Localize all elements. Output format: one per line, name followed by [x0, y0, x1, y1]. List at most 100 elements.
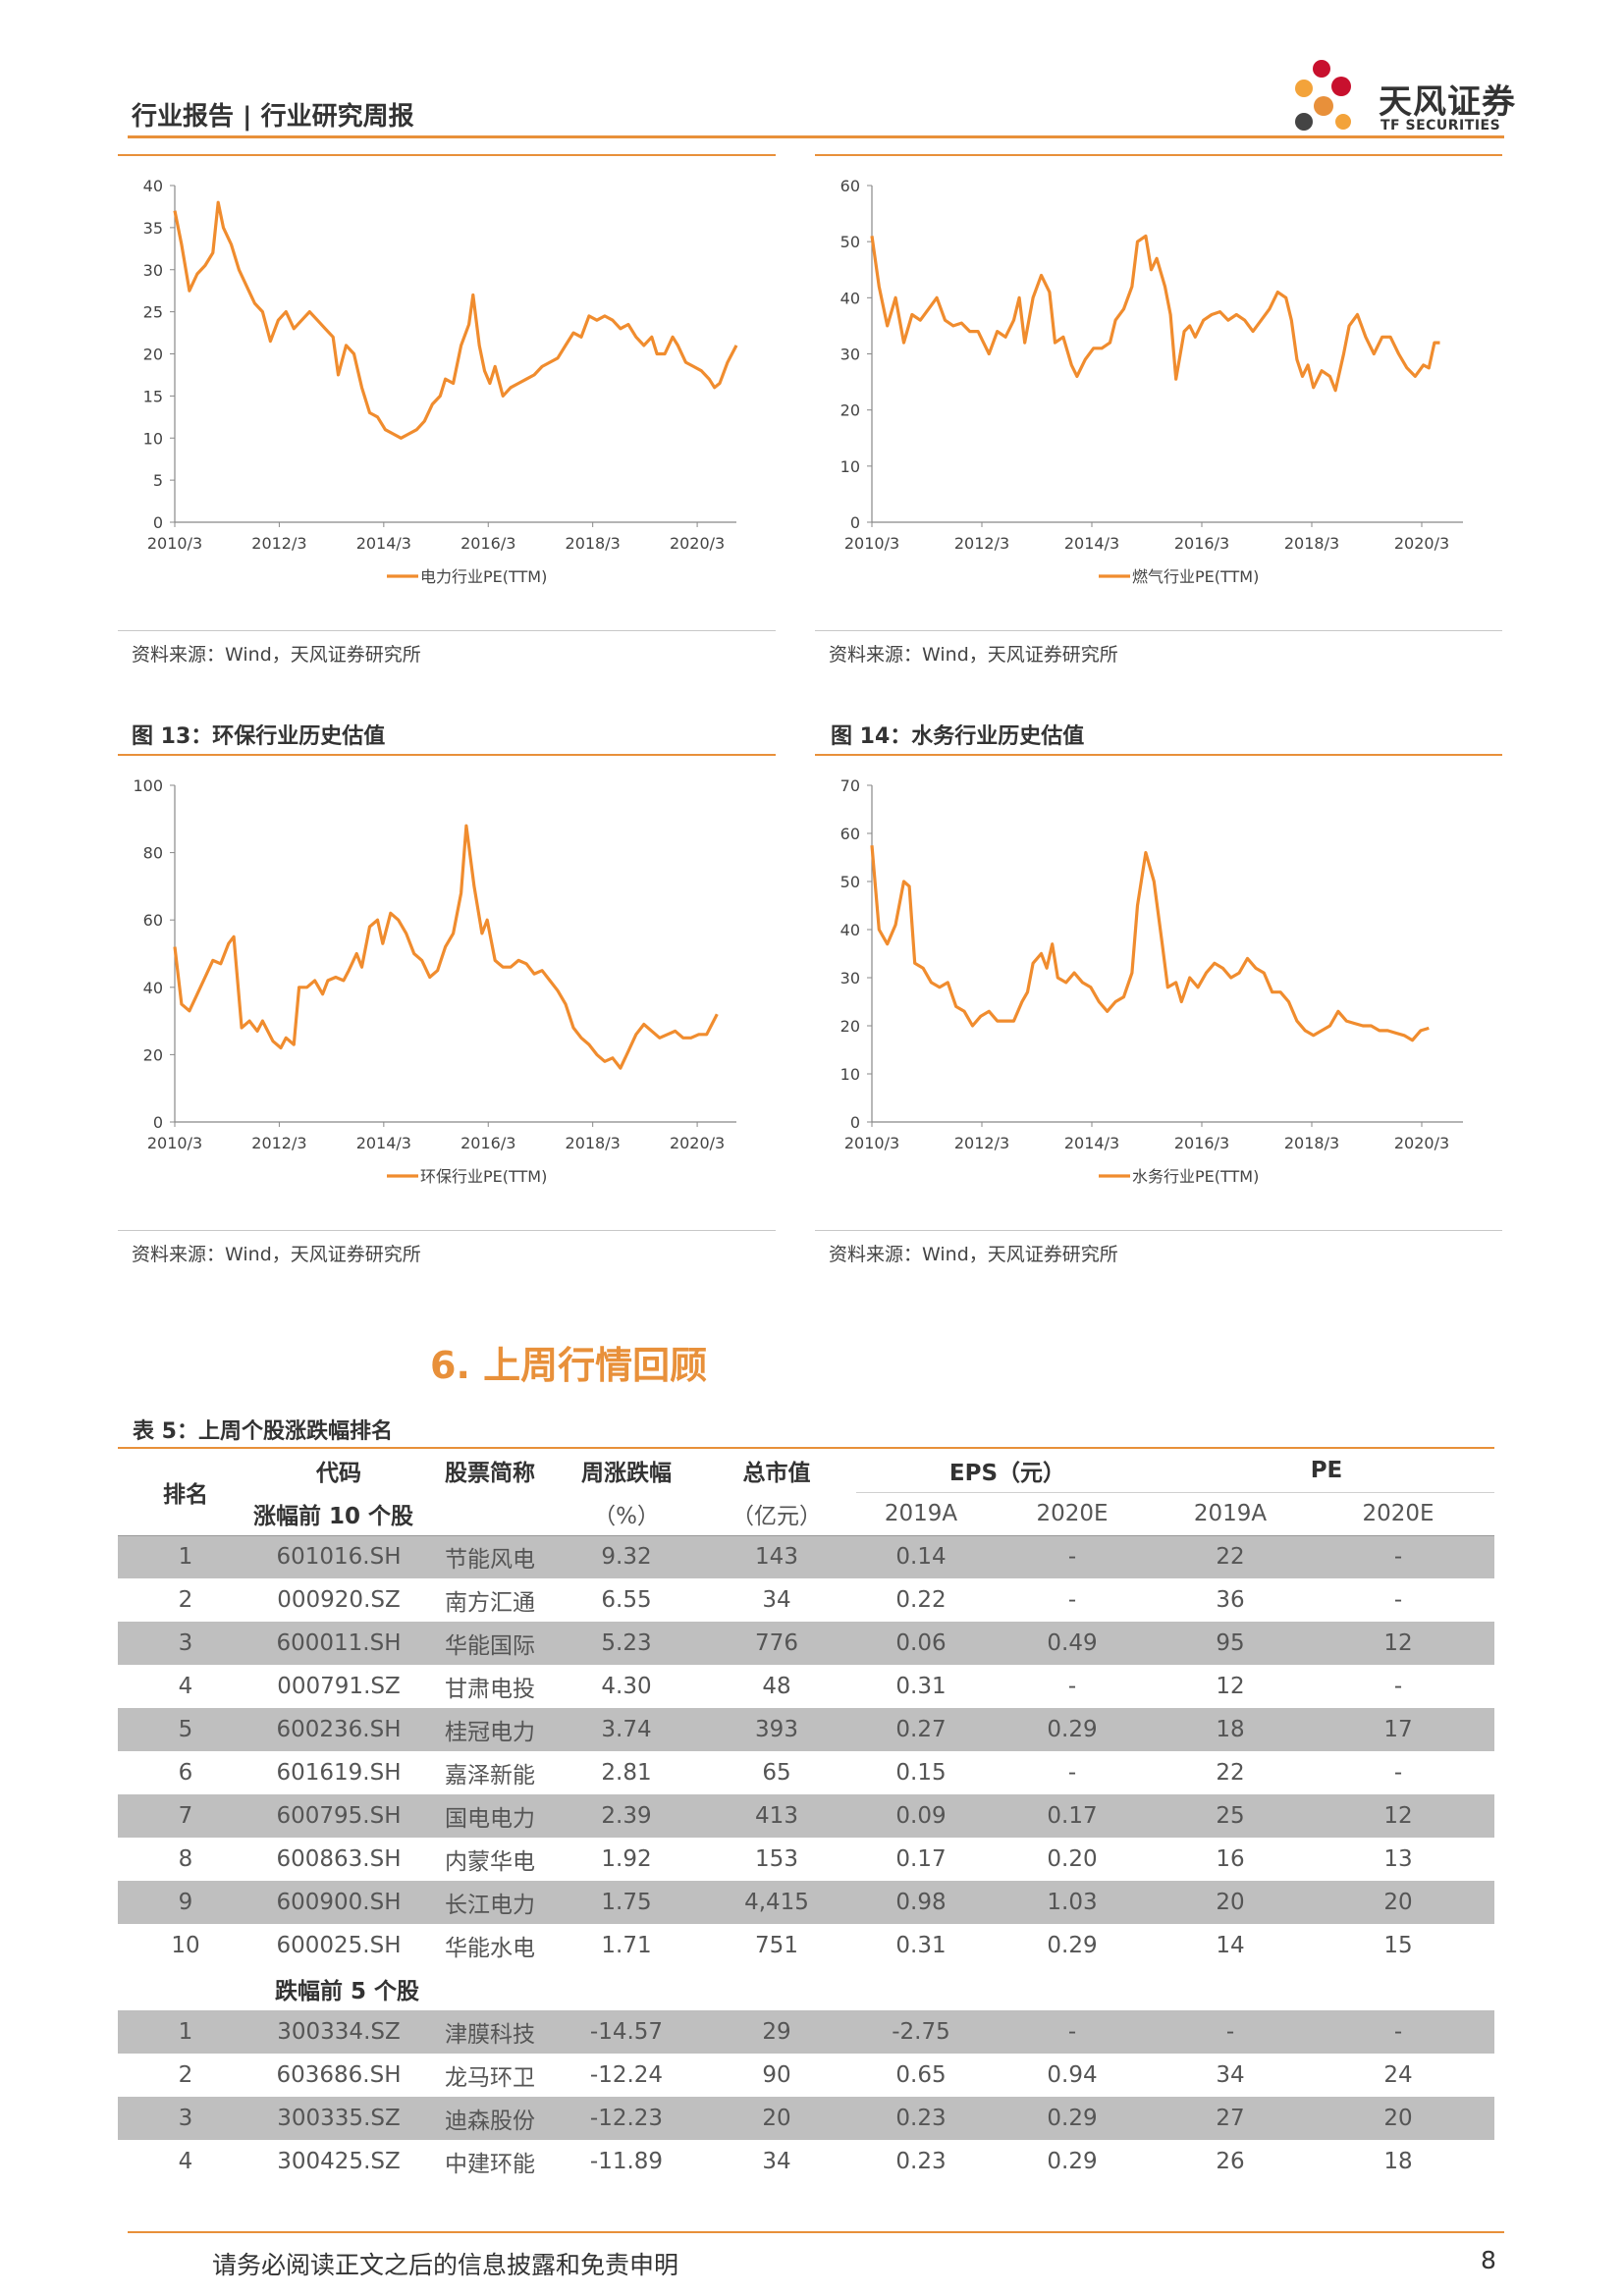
- table-row: 10 600025.SH 华能水电 1.71 751 0.31 0.29 14 15: [118, 1924, 1494, 1967]
- table-cell: 34: [762, 2149, 791, 2174]
- table-cell: 0.94: [1047, 2062, 1098, 2088]
- group-down-label: 跌幅前 5 个股: [275, 1979, 420, 2004]
- table-cell: 300425.SZ: [277, 2149, 401, 2174]
- y-tick-label: 50: [840, 233, 860, 251]
- table-cell: 8: [178, 1846, 193, 1872]
- table-cell: 0.17: [895, 1846, 947, 1872]
- table-cell: 2.39: [556, 1794, 697, 1838]
- y-tick-label: 30: [840, 346, 860, 364]
- table-cell: 0.15: [895, 1760, 947, 1786]
- y-tick-label: 50: [840, 873, 860, 891]
- table-cell: 南方汇通: [445, 1590, 535, 1616]
- table-cell: 13: [1383, 1846, 1413, 1872]
- table-cell: -12.24: [589, 2062, 664, 2088]
- table-cell: 华能水电: [445, 1936, 535, 1961]
- x-tick-label: 2012/3: [954, 534, 1009, 553]
- table-group-losers: 跌幅前 5 个股: [118, 1967, 1494, 2010]
- header-pe-2019: 2019A: [1193, 1501, 1268, 1526]
- table-cell: 20: [1302, 2097, 1494, 2140]
- x-tick-label: 2018/3: [1284, 534, 1339, 553]
- figure-top-rule: [118, 154, 776, 156]
- y-tick-label: 10: [143, 429, 163, 448]
- table-cell: 90: [762, 2062, 791, 2088]
- table-cell: 143: [697, 1535, 856, 1578]
- x-tick-label: 2020/3: [670, 1134, 725, 1152]
- table-cell: 776: [697, 1622, 856, 1665]
- y-tick-label: 80: [143, 844, 163, 863]
- figure-13-title: 图 13：环保行业历史估值: [132, 724, 386, 749]
- y-tick-label: 10: [840, 1065, 860, 1084]
- figure-top-rule: [815, 754, 1502, 756]
- table-cell: 34: [1216, 2062, 1245, 2088]
- y-tick-label: 35: [143, 219, 163, 238]
- figure-source: 资料来源：Wind，天风证券研究所: [132, 1244, 421, 1265]
- header-code: 代码: [316, 1461, 361, 1486]
- header-eps-2019: 2019A: [884, 1501, 958, 1526]
- table-cell: -: [1302, 2010, 1494, 2054]
- table-cell: 601016.SH: [253, 1535, 424, 1578]
- figure-source: 资料来源：Wind，天风证券研究所: [132, 644, 421, 666]
- table-cell: 2: [178, 1587, 193, 1613]
- table-cell: 393: [697, 1708, 856, 1751]
- footer-disclaimer: 请务必阅读正文之后的信息披露和免责申明: [212, 2251, 679, 2279]
- table-cell: 18: [1159, 1708, 1302, 1751]
- table-cell: 0.20: [1047, 1846, 1098, 1872]
- table-cell: 4: [178, 1674, 193, 1699]
- table-cell: -: [1393, 1587, 1403, 1613]
- series-line: [173, 200, 738, 440]
- table-cell: 中建环能: [445, 2152, 535, 2177]
- y-tick-label: 40: [143, 979, 163, 997]
- table-cell: 601619.SH: [276, 1760, 402, 1786]
- tf-logo-icon: [1295, 60, 1351, 131]
- table-cell: 600900.SH: [253, 1881, 424, 1924]
- table-row: 5 600236.SH 桂冠电力 3.74 393 0.27 0.29 18 17: [118, 1708, 1494, 1751]
- table-cell: 20: [1159, 1881, 1302, 1924]
- y-tick-label: 25: [143, 303, 163, 322]
- table-cell: 153: [755, 1846, 798, 1872]
- x-tick-label: 2018/3: [566, 534, 621, 553]
- figure-14-title: 图 14：水务行业历史估值: [831, 724, 1085, 749]
- y-tick-label: 0: [850, 1113, 860, 1132]
- header-rule: [128, 135, 1504, 138]
- table-cell: 300335.SZ: [253, 2097, 424, 2140]
- footer-rule: [128, 2231, 1504, 2233]
- table-row: 7 600795.SH 国电电力 2.39 413 0.09 0.17 25 12: [118, 1794, 1494, 1838]
- table-cell: 节能风电: [424, 1535, 556, 1578]
- table-cell: 7: [118, 1794, 253, 1838]
- table-cell: -: [986, 2010, 1159, 2054]
- report-header-title: 行业报告 | 行业研究周报: [132, 102, 414, 132]
- table-cell: 6.55: [601, 1587, 652, 1613]
- table-cell: 华能国际: [424, 1622, 556, 1665]
- table-cell: 95: [1159, 1622, 1302, 1665]
- header-weekly-unit: （%）: [593, 1503, 660, 1529]
- table-cell: 27: [1159, 2097, 1302, 2140]
- y-tick-label: 15: [143, 387, 163, 405]
- figure-bottom-rule: [118, 1230, 776, 1231]
- x-tick-label: 2010/3: [844, 534, 899, 553]
- table-cell: 600025.SH: [276, 1933, 402, 1958]
- x-tick-label: 2016/3: [1174, 534, 1229, 553]
- table-cell: 9.32: [556, 1535, 697, 1578]
- table-cell: 22: [1216, 1760, 1245, 1786]
- table-cell: 1.03: [986, 1881, 1159, 1924]
- table-cell: 18: [1383, 2149, 1413, 2174]
- table-cell: 22: [1159, 1535, 1302, 1578]
- table-cell: 长江电力: [424, 1881, 556, 1924]
- table-cell: 甘肃电投: [445, 1677, 535, 1702]
- table-cell: -: [1159, 2010, 1302, 2054]
- y-tick-label: 30: [143, 261, 163, 280]
- chart-env: 0 20 40 60 80 100 2010/3 2012/3 2014/3 2016/3 2018…: [133, 776, 736, 1186]
- table-cell: 0.23: [895, 2149, 947, 2174]
- section-heading: 6. 上周行情回顾: [430, 1344, 708, 1387]
- table-cell: 1.75: [556, 1881, 697, 1924]
- x-tick-label: 2016/3: [1174, 1134, 1229, 1152]
- table-cell: 26: [1216, 2149, 1245, 2174]
- figure-source: 资料来源：Wind，天风证券研究所: [829, 644, 1118, 666]
- table-cell: 1.92: [601, 1846, 652, 1872]
- header-mcap: 总市值: [742, 1461, 811, 1486]
- header-pe: PE: [1159, 1449, 1494, 1493]
- table-cell: 9: [118, 1881, 253, 1924]
- table-cell: 29: [697, 2010, 856, 2054]
- table-cell: -: [1067, 1760, 1077, 1786]
- y-tick-label: 100: [133, 776, 163, 795]
